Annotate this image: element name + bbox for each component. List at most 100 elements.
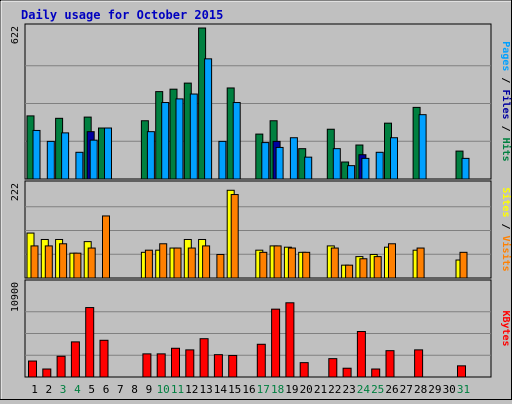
bar-sites-day-1 <box>30 245 39 279</box>
bar-pages-day-2 <box>46 140 55 180</box>
bar-kbytes-day-22 <box>328 358 338 378</box>
bar-pages-day-31 <box>461 157 470 180</box>
bar-sites-day-25 <box>373 256 382 279</box>
x-tick-day-25: 25 <box>371 383 384 396</box>
bar-kbytes-day-28 <box>414 349 424 378</box>
x-tick-day-5: 5 <box>88 383 95 396</box>
bar-pages-day-17 <box>261 142 270 180</box>
x-tick-day-22: 22 <box>328 383 341 396</box>
x-tick-day-19: 19 <box>285 383 298 396</box>
bar-pages-day-3 <box>61 132 70 180</box>
bar-kbytes-day-17 <box>256 343 266 378</box>
bar-sites-day-14 <box>216 253 225 279</box>
bar-pages-day-18 <box>275 146 284 180</box>
bar-kbytes-day-9 <box>142 353 152 378</box>
x-tick-day-26: 26 <box>385 383 398 396</box>
bar-kbytes-day-26 <box>385 350 395 378</box>
bar-kbytes-day-11 <box>171 347 180 378</box>
bar-sites-day-15 <box>230 194 239 279</box>
bar-sites-day-26 <box>388 243 396 279</box>
bar-sites-day-6 <box>102 215 110 279</box>
bar-sites-day-5 <box>87 247 96 279</box>
bar-sites-day-24 <box>359 258 368 279</box>
x-tick-day-27: 27 <box>400 383 413 396</box>
x-tick-day-12: 12 <box>185 383 198 396</box>
bar-kbytes-day-10 <box>156 353 166 378</box>
bar-kbytes-day-18 <box>271 308 281 378</box>
x-tick-day-11: 11 <box>171 383 184 396</box>
bar-pages-day-13 <box>204 58 213 180</box>
x-tick-day-14: 14 <box>214 383 228 396</box>
bar-sites-day-3 <box>59 243 68 279</box>
x-tick-day-23: 23 <box>342 383 355 396</box>
x-tick-day-18: 18 <box>271 383 284 396</box>
bar-kbytes-day-20 <box>299 362 309 378</box>
panels-group: 622 Pages / Files / Hits 222 Sites / Visits… <box>10 23 512 378</box>
bar-pages-day-1 <box>32 129 41 180</box>
bar-sites-day-9 <box>144 249 153 279</box>
chart-title: Daily usage for October 2015 <box>21 8 223 22</box>
x-tick-day-30: 30 <box>443 383 456 396</box>
bar-pages-day-10 <box>161 102 170 180</box>
bar-sites-day-28 <box>416 247 425 279</box>
bar-sites-day-31 <box>459 251 468 279</box>
bar-sites-day-20 <box>302 251 311 279</box>
bar-pages-day-11 <box>175 98 184 180</box>
bar-pages-day-28 <box>418 114 427 180</box>
bar-pages-day-5 <box>89 139 98 180</box>
panel-side-label: KBytes <box>500 310 511 346</box>
x-axis-labels: 1 2 3 4 5 6 7 8 9 10 11 12 13 14 15 16 17 18 19 20 21 22 23 24 2… <box>31 383 470 396</box>
x-tick-day-28: 28 <box>414 383 427 396</box>
bar-sites-day-23 <box>345 264 354 279</box>
x-tick-day-13: 13 <box>199 383 212 396</box>
panel-side-label: Pages / Files / Hits <box>500 41 512 161</box>
x-tick-day-10: 10 <box>157 383 170 396</box>
x-tick-day-1: 1 <box>31 383 38 396</box>
bar-pages-day-24 <box>361 157 370 180</box>
bar-kbytes-day-14 <box>213 354 223 378</box>
panel-visits-sites: 222 Sites / Visits <box>10 180 512 279</box>
bar-kbytes-day-24 <box>356 331 366 378</box>
bar-kbytes-day-25 <box>371 368 381 378</box>
panel-max-label: 622 <box>10 26 21 44</box>
bar-sites-day-12 <box>187 247 196 279</box>
panel-max-label: 222 <box>10 183 21 201</box>
x-tick-day-6: 6 <box>103 383 110 396</box>
bar-pages-day-6 <box>104 127 112 180</box>
bar-sites-day-19 <box>287 247 296 279</box>
bar-kbytes-day-2 <box>42 368 52 378</box>
x-tick-day-4: 4 <box>74 383 81 396</box>
bar-kbytes-day-4 <box>70 341 80 378</box>
side-label-segment: Visits <box>500 236 512 272</box>
panel-max-label: 10900 <box>10 282 21 312</box>
x-tick-day-31: 31 <box>457 383 470 396</box>
side-label-segment: / <box>500 120 511 138</box>
x-tick-day-24: 24 <box>357 383 371 396</box>
bar-kbytes-day-3 <box>56 355 66 378</box>
bar-kbytes-day-19 <box>285 302 295 378</box>
bar-pages-day-26 <box>390 137 398 180</box>
bar-sites-day-17 <box>259 251 268 279</box>
bar-kbytes-day-5 <box>85 307 95 378</box>
bar-kbytes-day-1 <box>28 360 37 378</box>
bar-sites-day-18 <box>273 245 282 279</box>
x-tick-day-15: 15 <box>228 383 241 396</box>
side-label-segment: / <box>500 217 511 235</box>
bar-pages-day-15 <box>232 102 241 180</box>
bar-kbytes-day-31 <box>457 365 466 378</box>
bar-pages-day-23 <box>347 165 356 180</box>
bar-pages-day-14 <box>218 140 227 180</box>
bar-kbytes-day-15 <box>228 354 238 378</box>
x-tick-day-3: 3 <box>60 383 67 396</box>
bar-kbytes-day-12 <box>185 349 195 378</box>
bar-kbytes-day-6 <box>99 339 109 378</box>
x-tick-day-9: 9 <box>146 383 153 396</box>
bar-kbytes-day-23 <box>342 367 352 378</box>
panel-kbytes: 10900 KBytes <box>10 279 511 378</box>
side-label-segment: KBytes <box>500 310 511 346</box>
x-tick-day-21: 21 <box>314 383 327 396</box>
bar-pages-day-25 <box>375 151 384 180</box>
x-tick-day-2: 2 <box>45 383 52 396</box>
side-label-segment: Sites <box>500 187 512 217</box>
